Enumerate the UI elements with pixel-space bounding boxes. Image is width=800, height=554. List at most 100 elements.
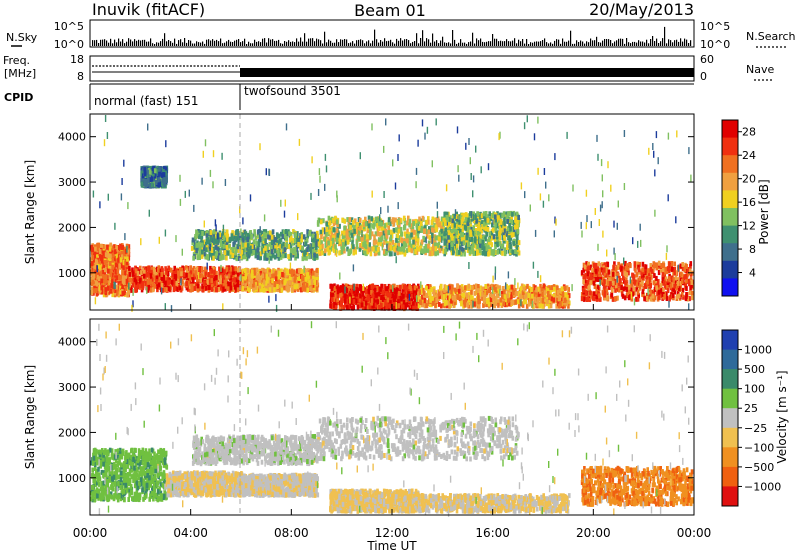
power-cell bbox=[100, 264, 104, 270]
power-cell bbox=[157, 273, 160, 279]
power-cell bbox=[637, 267, 641, 273]
power-cell bbox=[655, 285, 658, 291]
power-cell bbox=[460, 300, 463, 306]
power-cell bbox=[332, 296, 336, 302]
power-cell bbox=[226, 286, 230, 291]
nsky-bar bbox=[554, 40, 556, 46]
power-cell bbox=[251, 273, 254, 279]
power-cell bbox=[256, 287, 260, 293]
power-cell bbox=[113, 287, 117, 293]
power-cell bbox=[521, 293, 524, 299]
nsky-bar bbox=[304, 33, 306, 46]
power-cell bbox=[403, 304, 406, 310]
power-cell bbox=[274, 248, 277, 254]
power-cell bbox=[283, 280, 286, 286]
power-cell bbox=[646, 279, 649, 285]
nsky-bar bbox=[390, 39, 392, 46]
nsky-bar bbox=[178, 40, 180, 46]
power-cell bbox=[512, 290, 515, 296]
power-cell bbox=[331, 297, 334, 303]
freq-unit: [MHz] bbox=[4, 67, 36, 80]
power-cell bbox=[653, 263, 656, 269]
power-cell bbox=[673, 283, 676, 289]
nsky-bar bbox=[416, 33, 418, 46]
power-cell bbox=[290, 271, 294, 277]
power-cell bbox=[390, 287, 393, 293]
power-cell bbox=[111, 278, 114, 284]
nsky-bar bbox=[174, 38, 176, 46]
power-cell bbox=[293, 284, 297, 290]
power-cell bbox=[229, 281, 232, 287]
power-cell bbox=[442, 294, 446, 300]
power-cell bbox=[657, 289, 661, 295]
power-cell bbox=[115, 245, 118, 251]
nsky-bar bbox=[302, 41, 304, 46]
nsky-bar bbox=[360, 39, 362, 46]
power-cell bbox=[336, 289, 340, 295]
power-cell bbox=[641, 261, 645, 267]
power-cell bbox=[255, 275, 259, 280]
power-cell bbox=[383, 294, 387, 300]
power-cell bbox=[473, 290, 476, 296]
cpid-mode-1: normal (fast) 151 bbox=[94, 94, 198, 108]
nsky-bar bbox=[580, 40, 582, 46]
nsky-bar bbox=[638, 40, 640, 46]
nsky-bar bbox=[418, 43, 420, 46]
power-cell bbox=[450, 289, 453, 295]
power-cell bbox=[122, 265, 125, 271]
power-cell bbox=[293, 277, 297, 283]
nsky-label: N.Sky bbox=[6, 31, 38, 44]
nsky-bar bbox=[308, 38, 310, 46]
power-cell bbox=[174, 277, 177, 283]
power-cell bbox=[558, 292, 562, 298]
nsky-bar bbox=[396, 38, 398, 46]
power-cell bbox=[443, 301, 447, 307]
power-cell bbox=[129, 285, 133, 291]
freq-label: Freq. bbox=[3, 54, 30, 67]
power-cell bbox=[338, 305, 342, 311]
power-cell bbox=[110, 264, 113, 270]
power-cell bbox=[272, 268, 275, 274]
power-cell bbox=[118, 263, 121, 269]
power-cell bbox=[92, 253, 96, 259]
power-cell bbox=[99, 264, 102, 270]
power-cell bbox=[355, 290, 358, 296]
power-cell bbox=[265, 273, 269, 279]
power-cell bbox=[410, 304, 414, 310]
power-cell bbox=[279, 272, 283, 278]
power-cell bbox=[254, 284, 257, 290]
power-cell bbox=[257, 273, 261, 279]
power-cell bbox=[123, 248, 126, 254]
nsky-bar bbox=[292, 41, 294, 46]
power-cell bbox=[96, 243, 99, 249]
nsky-bar bbox=[646, 39, 648, 46]
nsky-bar bbox=[546, 42, 548, 46]
nsky-bar bbox=[184, 38, 186, 46]
nsky-bar bbox=[192, 43, 194, 46]
power-cell bbox=[262, 279, 266, 285]
power-cell bbox=[398, 284, 402, 290]
nsky-bar bbox=[130, 39, 132, 46]
nsky-bar bbox=[152, 43, 154, 46]
power-cell bbox=[156, 287, 159, 293]
power-cell bbox=[506, 285, 510, 291]
power-cell bbox=[535, 287, 538, 293]
power-cell bbox=[104, 244, 108, 250]
power-cell bbox=[92, 273, 95, 279]
power-cell bbox=[160, 278, 164, 284]
nsky-bar bbox=[374, 29, 376, 46]
nsky-bar bbox=[566, 41, 568, 46]
power-cell bbox=[308, 280, 312, 286]
power-cell bbox=[236, 279, 240, 285]
power-cell bbox=[542, 283, 546, 289]
power-cell bbox=[173, 286, 176, 292]
power-cell bbox=[290, 268, 294, 274]
nsky-bar bbox=[490, 41, 492, 46]
power-cell bbox=[602, 267, 606, 273]
nsky-bar bbox=[268, 38, 270, 46]
power-cell bbox=[207, 285, 211, 290]
power-cell bbox=[216, 275, 220, 281]
power-cell bbox=[391, 302, 395, 308]
nsky-bar bbox=[234, 40, 236, 46]
